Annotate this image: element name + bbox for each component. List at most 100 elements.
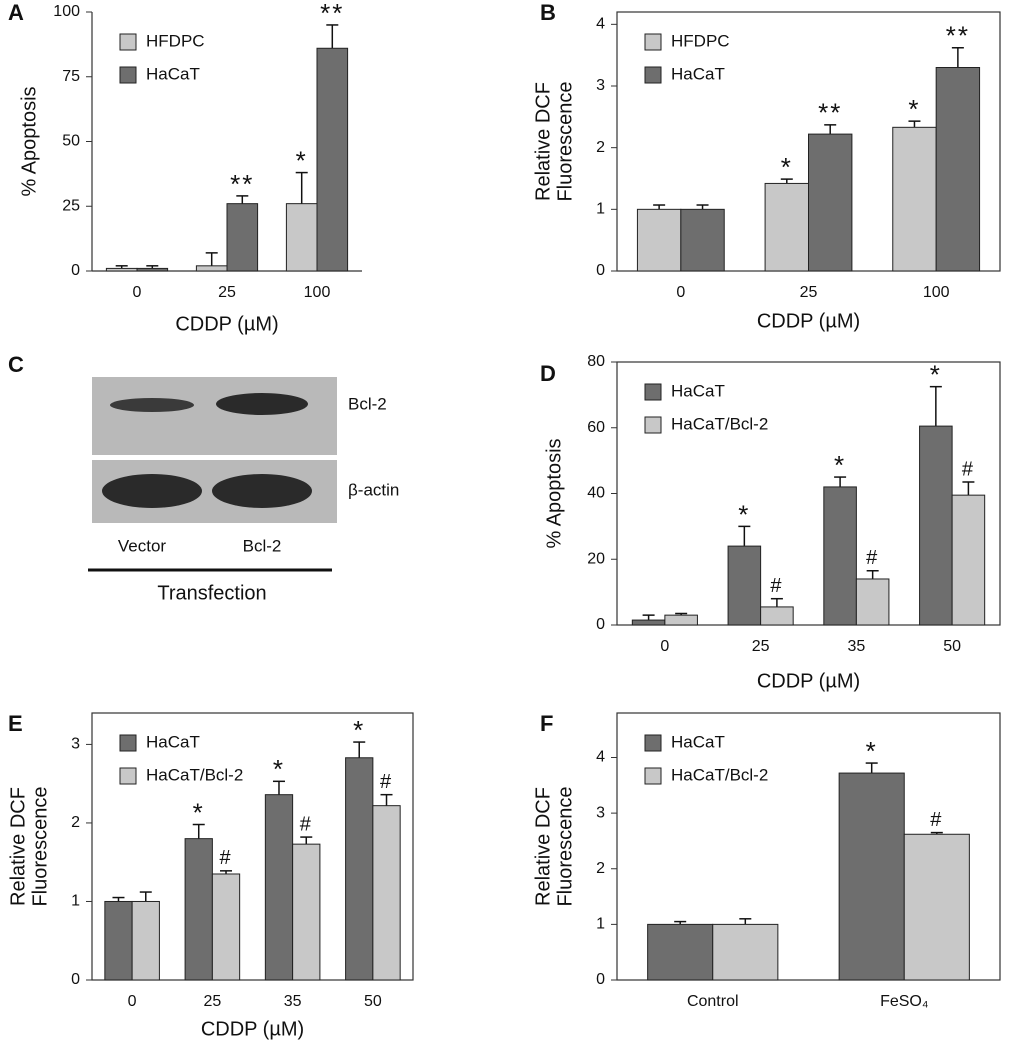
y-tick-label: 3 bbox=[596, 77, 605, 94]
y-axis-label: % Apoptosis bbox=[18, 86, 40, 196]
bar bbox=[131, 900, 160, 981]
bar bbox=[647, 923, 714, 981]
x-tick-label: 25 bbox=[218, 284, 236, 301]
significance-marker: # bbox=[866, 547, 879, 569]
bar bbox=[226, 203, 259, 272]
y-tick-label: 100 bbox=[53, 3, 80, 20]
bar bbox=[211, 873, 241, 981]
significance-marker: ** bbox=[230, 169, 254, 199]
significance-marker: # bbox=[930, 809, 943, 831]
y-tick-label: 0 bbox=[596, 262, 605, 279]
legend-swatch bbox=[644, 416, 662, 434]
lane-label: Bcl-2 bbox=[243, 536, 282, 555]
bar bbox=[184, 838, 213, 981]
x-tick-label: FeSO₄ bbox=[880, 993, 928, 1010]
y-axis-label: Fluorescence bbox=[29, 786, 51, 906]
y-tick-label: 0 bbox=[596, 616, 605, 633]
y-tick-label: 4 bbox=[596, 749, 605, 766]
bar bbox=[285, 203, 318, 272]
bar bbox=[664, 614, 698, 626]
legend-label: HaCaT bbox=[671, 64, 725, 83]
y-tick-label: 25 bbox=[62, 197, 80, 214]
plot-frame bbox=[91, 712, 414, 981]
legend-label: HaCaT bbox=[146, 64, 200, 83]
bar bbox=[680, 208, 725, 272]
y-tick-label: 40 bbox=[587, 485, 605, 502]
legend-label: HaCaT bbox=[146, 732, 200, 751]
significance-marker: ** bbox=[946, 21, 970, 51]
bar bbox=[372, 805, 401, 981]
bar bbox=[855, 578, 890, 626]
bar bbox=[105, 267, 138, 272]
y-tick-label: 50 bbox=[62, 133, 80, 150]
legend-swatch bbox=[119, 767, 137, 785]
bar bbox=[316, 47, 349, 272]
x-tick-label: 35 bbox=[284, 993, 302, 1010]
y-axis-label: Fluorescence bbox=[554, 81, 576, 201]
legend-swatch bbox=[644, 66, 662, 84]
band bbox=[102, 474, 202, 508]
significance-marker: * bbox=[193, 797, 205, 827]
bar bbox=[104, 900, 133, 981]
x-axis-label: CDDP (µM) bbox=[201, 1018, 304, 1040]
blot-strip bbox=[92, 377, 337, 455]
x-tick-label: 0 bbox=[133, 284, 142, 301]
legend-label: HaCaT/Bcl-2 bbox=[146, 765, 243, 784]
legend-label: HaCaT/Bcl-2 bbox=[671, 765, 768, 784]
legend-swatch bbox=[119, 66, 137, 84]
legend-label: HFDPC bbox=[671, 31, 730, 50]
legend-swatch bbox=[644, 33, 662, 51]
significance-marker: * bbox=[834, 450, 846, 480]
bar bbox=[636, 208, 682, 272]
y-axis-label: Fluorescence bbox=[554, 786, 576, 906]
x-tick-label: 0 bbox=[676, 284, 685, 301]
bar bbox=[712, 923, 779, 981]
y-axis-label: Relative DCF bbox=[532, 787, 554, 906]
y-tick-label: 3 bbox=[71, 736, 80, 753]
x-tick-label: 25 bbox=[800, 284, 818, 301]
y-tick-label: 75 bbox=[62, 68, 80, 85]
bar bbox=[136, 267, 169, 272]
lane-label: Vector bbox=[118, 536, 167, 555]
legend-swatch bbox=[644, 734, 662, 752]
bar bbox=[903, 833, 970, 981]
legend-label: HaCaT bbox=[671, 732, 725, 751]
group-label: Transfection bbox=[157, 582, 266, 604]
y-axis-label: Relative DCF bbox=[7, 787, 29, 906]
significance-marker: * bbox=[781, 152, 793, 182]
x-tick-label: 100 bbox=[304, 284, 331, 301]
x-tick-label: 100 bbox=[923, 284, 950, 301]
legend-label: HaCaT/Bcl-2 bbox=[671, 414, 768, 433]
significance-marker: * bbox=[908, 94, 920, 124]
y-tick-label: 2 bbox=[596, 860, 605, 877]
bar bbox=[951, 494, 986, 626]
y-tick-label: 0 bbox=[71, 262, 80, 279]
x-tick-label: Control bbox=[687, 993, 739, 1010]
significance-marker: ** bbox=[818, 98, 842, 128]
band bbox=[110, 398, 194, 412]
significance-marker: # bbox=[219, 847, 232, 869]
bar bbox=[292, 843, 321, 981]
bar bbox=[264, 794, 294, 981]
significance-marker: # bbox=[962, 458, 975, 480]
legend-swatch bbox=[644, 383, 662, 401]
bar bbox=[195, 265, 228, 272]
x-tick-label: 0 bbox=[660, 638, 669, 655]
panel-label: D bbox=[540, 361, 556, 386]
y-tick-label: 20 bbox=[587, 550, 605, 567]
panel-label: F bbox=[540, 711, 553, 736]
x-tick-label: 0 bbox=[128, 993, 137, 1010]
band bbox=[216, 393, 308, 415]
y-tick-label: 1 bbox=[596, 916, 605, 933]
significance-marker: # bbox=[300, 813, 313, 835]
band-label: β-actin bbox=[348, 480, 399, 499]
bar bbox=[727, 545, 762, 626]
bar bbox=[823, 486, 857, 626]
bar bbox=[935, 67, 981, 272]
legend-swatch bbox=[119, 33, 137, 51]
x-tick-label: 25 bbox=[752, 638, 770, 655]
y-tick-label: 3 bbox=[596, 804, 605, 821]
band bbox=[212, 474, 312, 508]
legend-label: HaCaT bbox=[671, 381, 725, 400]
